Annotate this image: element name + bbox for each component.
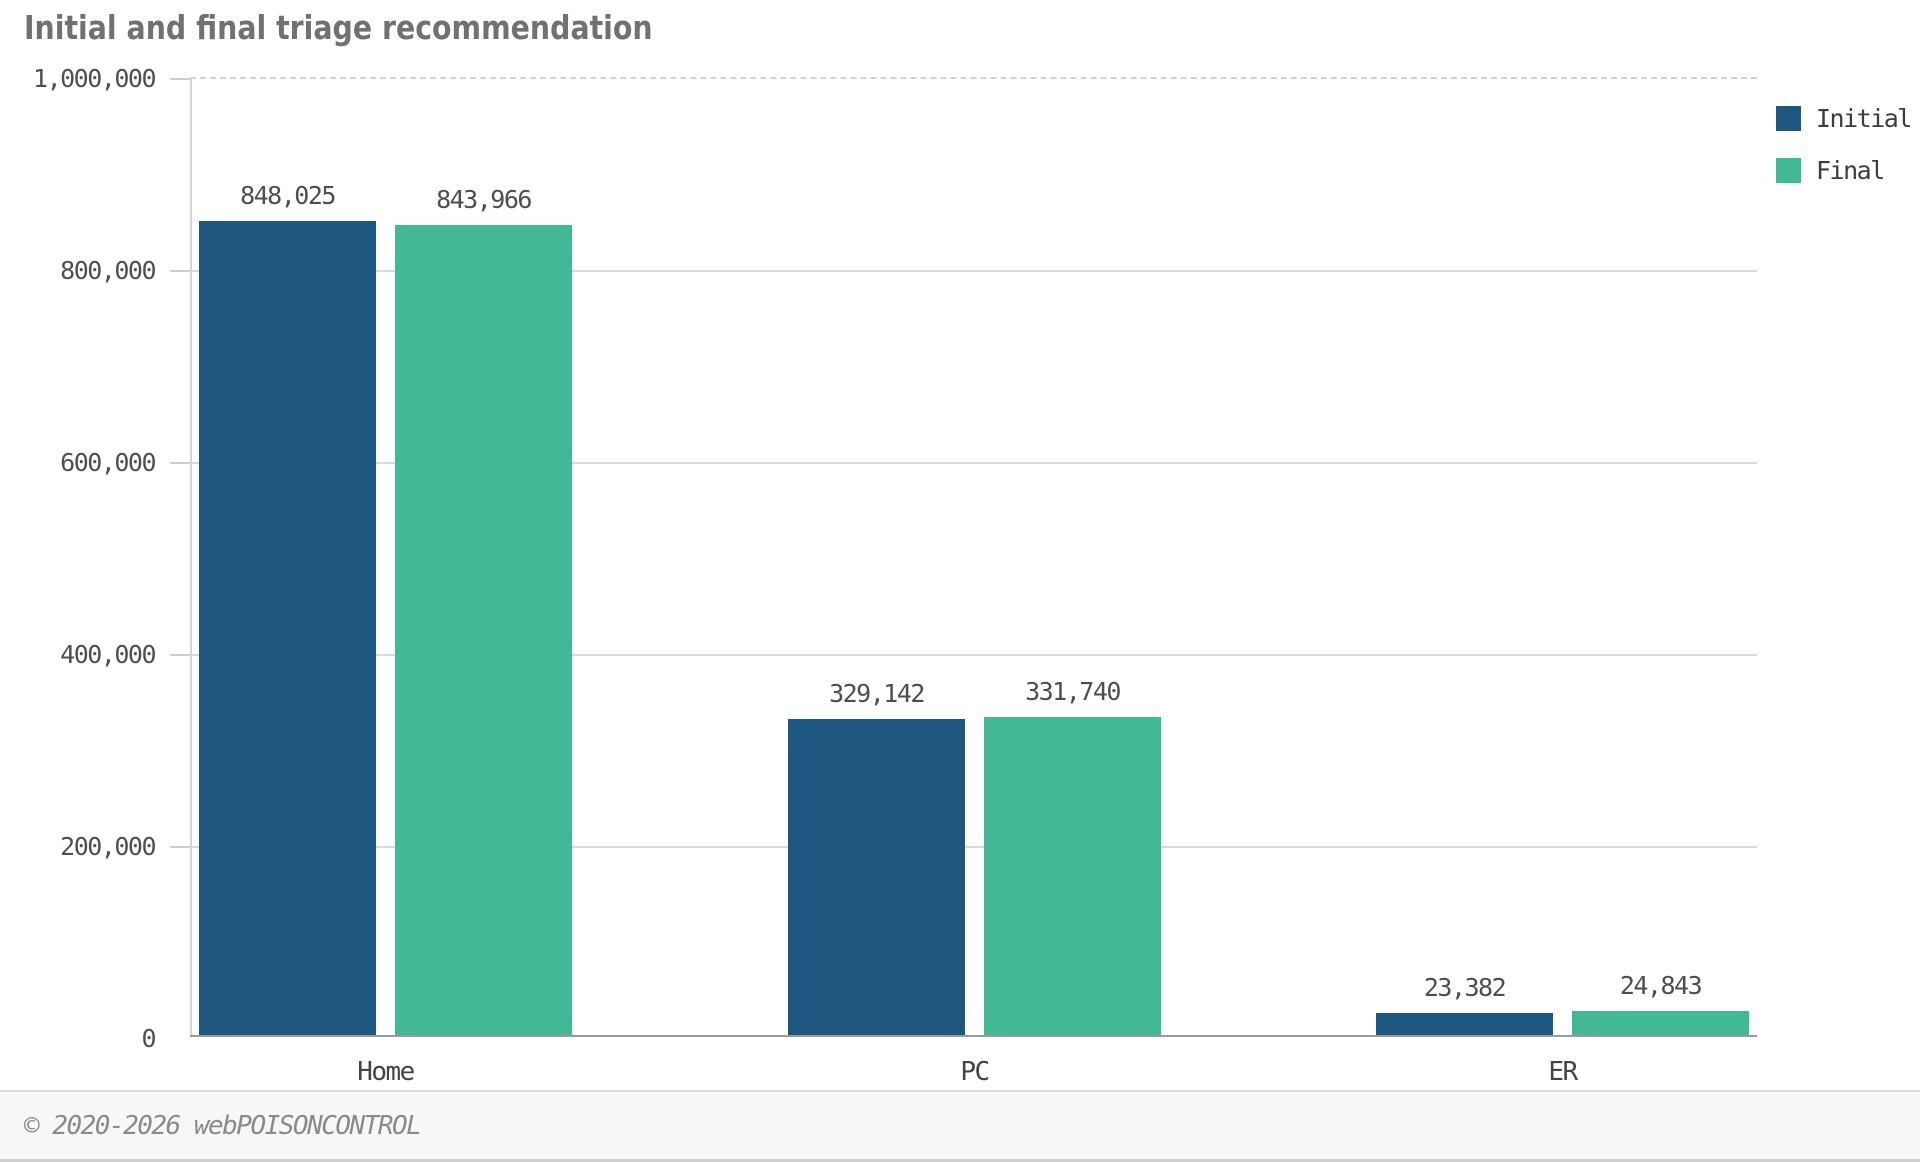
category-label-er: ER (1548, 1057, 1578, 1087)
bar-home-initial[interactable] (199, 221, 376, 1035)
gridline-200000 (192, 846, 1757, 848)
value-label-er-final: 24,843 (1619, 971, 1703, 1000)
y-tick-mark-200000 (170, 846, 190, 848)
bar-er-initial[interactable] (1376, 1013, 1553, 1035)
legend-swatch-final (1776, 158, 1801, 183)
plot-area: 0 200,000 400,000 600,000 800,000 1,000,000 8… (33, 64, 1757, 1087)
value-label-pc-initial: 329,142 (829, 679, 925, 708)
y-tick-mark-1000000 (170, 78, 190, 80)
legend-label-final: Final (1816, 156, 1885, 185)
gridline-400000 (192, 654, 1757, 656)
y-tick-label-800000: 800,000 (60, 256, 156, 285)
category-label-pc: PC (960, 1057, 990, 1087)
y-tick-label-600000: 600,000 (60, 448, 156, 477)
footer: © 2020-2026 webPOISONCONTROL (0, 1090, 1920, 1162)
value-label-home-initial: 848,025 (240, 181, 336, 210)
gridline-800000 (192, 270, 1757, 272)
x-axis-line (190, 1035, 1757, 1037)
y-tick-mark-600000 (170, 462, 190, 464)
legend: Initial Final (1776, 104, 1912, 185)
legend-item-initial[interactable]: Initial (1776, 104, 1912, 133)
value-label-home-final: 843,966 (436, 185, 532, 214)
chart-title: Initial and final triage recommendation (24, 8, 653, 47)
value-label-er-initial: 23,382 (1423, 973, 1507, 1002)
y-tick-label-1000000: 1,000,000 (33, 64, 156, 93)
category-label-home: Home (357, 1057, 415, 1087)
legend-label-initial: Initial (1816, 104, 1912, 133)
y-tick-label-400000: 400,000 (60, 640, 156, 669)
y-tick-label-200000: 200,000 (60, 832, 156, 861)
bar-er-final[interactable] (1572, 1011, 1749, 1035)
legend-swatch-initial (1776, 106, 1801, 131)
legend-item-final[interactable]: Final (1776, 156, 1911, 185)
bar-home-final[interactable] (395, 225, 572, 1035)
copyright-text: © 2020-2026 webPOISONCONTROL (24, 1110, 422, 1141)
bar-pc-initial[interactable] (788, 719, 965, 1035)
y-tick-mark-800000 (170, 270, 190, 272)
value-label-pc-final: 331,740 (1025, 677, 1121, 706)
bar-pc-final[interactable] (984, 717, 1161, 1035)
gridline-600000 (192, 462, 1757, 464)
y-axis-line (190, 79, 192, 1037)
y-tick-label-0: 0 (141, 1024, 156, 1053)
y-tick-mark-400000 (170, 654, 190, 656)
